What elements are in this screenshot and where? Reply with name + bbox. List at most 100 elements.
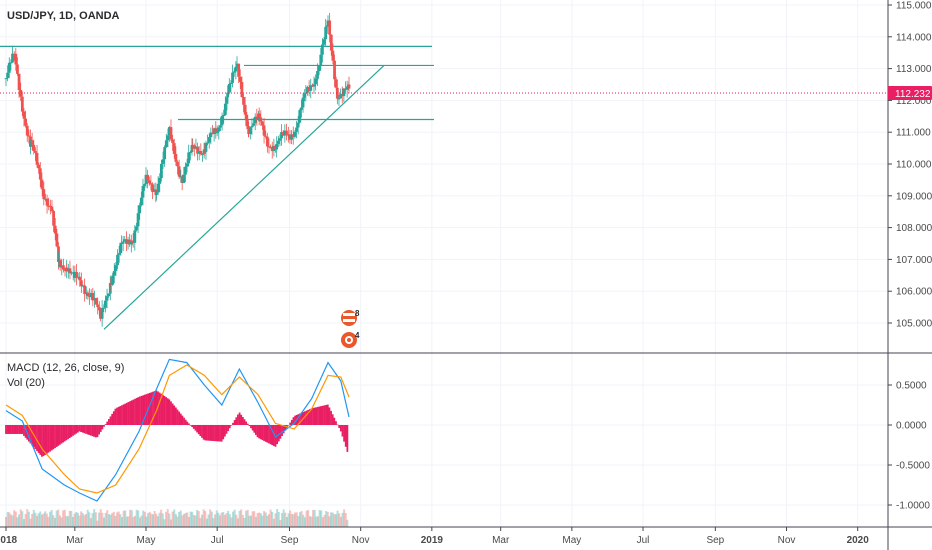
histogram-bar bbox=[14, 425, 17, 434]
histogram-bar bbox=[261, 425, 264, 441]
candle-body bbox=[182, 174, 186, 183]
histogram-bar bbox=[27, 425, 30, 442]
volume-bar bbox=[235, 514, 238, 527]
histogram-bar bbox=[341, 425, 344, 437]
time-tick-label: Jul bbox=[637, 535, 650, 546]
histogram-bar bbox=[299, 413, 301, 425]
volume-bar bbox=[289, 510, 292, 527]
volume-bar bbox=[130, 510, 133, 527]
candle-body bbox=[48, 206, 52, 208]
candle-body bbox=[161, 159, 165, 164]
volume-bar bbox=[251, 511, 254, 527]
histogram-bar bbox=[106, 421, 109, 425]
histogram-bar bbox=[225, 425, 228, 434]
candle-body bbox=[272, 145, 276, 152]
volume-bar bbox=[63, 509, 66, 527]
candle-body bbox=[194, 146, 198, 149]
histogram-bar bbox=[117, 406, 120, 425]
last-price-value: 112.232 bbox=[895, 89, 931, 100]
histogram-bar bbox=[330, 410, 332, 425]
histogram-bar bbox=[70, 425, 73, 437]
histogram-bar bbox=[176, 409, 179, 425]
volume-bar bbox=[266, 515, 269, 527]
trendline[interactable] bbox=[103, 64, 385, 330]
histogram-bar bbox=[31, 425, 34, 446]
candle-body bbox=[174, 154, 178, 162]
histogram-bar bbox=[166, 398, 169, 425]
flag-event-badge-icon[interactable]: 8 4 bbox=[341, 309, 360, 348]
volume-bar bbox=[271, 511, 274, 527]
volume-bar bbox=[6, 511, 9, 527]
candle-body bbox=[310, 85, 314, 87]
candle-body bbox=[45, 198, 49, 206]
histogram-bar bbox=[23, 425, 25, 436]
candle-body bbox=[133, 230, 137, 243]
candle-body bbox=[191, 144, 195, 146]
histogram-bar bbox=[68, 425, 71, 439]
volume-bar bbox=[227, 510, 230, 527]
volume-bar bbox=[91, 513, 94, 527]
symbol-label[interactable]: USD/JPY, 1D, OANDA bbox=[7, 10, 120, 22]
histogram-bar bbox=[50, 425, 53, 451]
histogram-bar bbox=[241, 417, 244, 425]
candle-body bbox=[286, 134, 290, 136]
macd-lines bbox=[5, 358, 350, 502]
volume-bar bbox=[98, 512, 101, 527]
candle-body bbox=[102, 307, 106, 309]
histogram-bar bbox=[276, 425, 279, 445]
histogram-bar bbox=[13, 425, 16, 434]
volume-bar bbox=[34, 512, 37, 527]
candle-body bbox=[257, 113, 261, 118]
histogram-bar bbox=[238, 412, 241, 425]
volume-bar bbox=[169, 519, 172, 527]
candle-body bbox=[270, 147, 274, 152]
candle-body bbox=[259, 117, 263, 122]
candle-body bbox=[164, 140, 168, 148]
candle-body bbox=[211, 132, 214, 135]
candle-body bbox=[78, 276, 82, 281]
volume-bar bbox=[217, 512, 220, 527]
volume-bar bbox=[269, 509, 272, 527]
histogram-bar bbox=[47, 425, 50, 453]
histogram-bar bbox=[199, 425, 202, 437]
histogram-bar bbox=[16, 425, 19, 434]
volume-bar bbox=[287, 513, 290, 527]
histogram-bar bbox=[72, 425, 74, 436]
histogram-bar bbox=[289, 422, 292, 425]
candle-body bbox=[136, 213, 140, 227]
time-axis[interactable]: 2018 Mar May Jul Sep Nov 2019 Mar May Jul Sep Nov 20… bbox=[0, 527, 869, 546]
candle-body bbox=[108, 282, 112, 294]
histogram-bar bbox=[73, 425, 76, 435]
candle-body bbox=[17, 73, 21, 91]
candle-body bbox=[88, 296, 91, 298]
histogram-bar bbox=[153, 391, 156, 425]
candle-body bbox=[207, 137, 211, 143]
candle-body bbox=[166, 135, 170, 141]
candle-body bbox=[196, 146, 199, 154]
histogram-bar bbox=[42, 425, 45, 457]
trendline-line bbox=[103, 64, 385, 330]
candle-body bbox=[326, 20, 330, 26]
volume-bar bbox=[52, 515, 55, 527]
price-axis[interactable]: 115.000 114.000 113.000 112.000 111.000 110.0… bbox=[888, 1, 932, 512]
candle-body bbox=[126, 239, 130, 244]
volume-bar bbox=[338, 513, 341, 527]
vol-label[interactable]: Vol (20) bbox=[7, 377, 45, 389]
histogram-bar bbox=[86, 425, 89, 435]
price-tick-label: 110.000 bbox=[896, 160, 932, 171]
candle-body bbox=[11, 53, 14, 63]
histogram-bar bbox=[338, 425, 341, 428]
histogram-bar bbox=[170, 401, 172, 425]
volume-bar bbox=[88, 512, 91, 527]
macd-label[interactable]: MACD (12, 26, close, 9) bbox=[7, 362, 124, 374]
candle-body bbox=[201, 153, 204, 155]
volume-bar bbox=[323, 514, 326, 527]
histogram-bar bbox=[281, 425, 283, 437]
histogram-bar bbox=[101, 425, 104, 430]
candle-body bbox=[169, 127, 173, 140]
candle-body bbox=[35, 152, 39, 165]
histogram-bar bbox=[228, 425, 231, 429]
volume-bar bbox=[80, 511, 83, 527]
candle-body bbox=[55, 233, 59, 247]
